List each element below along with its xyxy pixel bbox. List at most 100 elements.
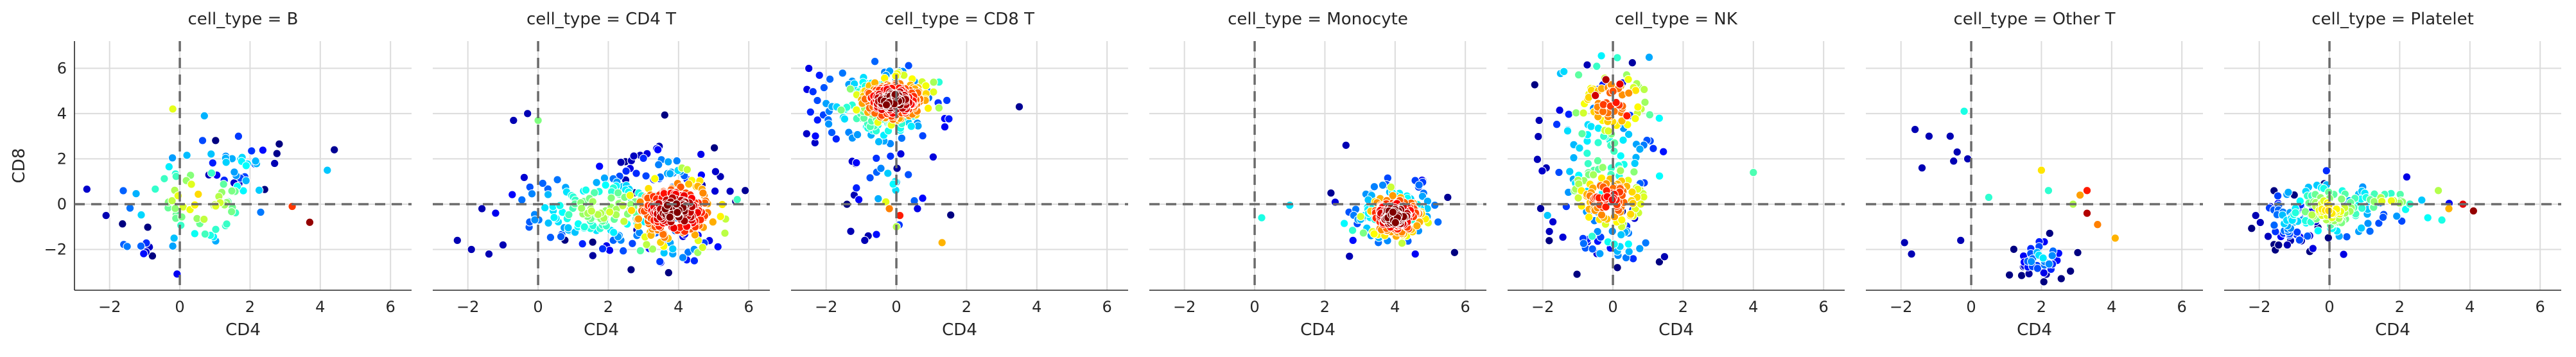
data-point bbox=[874, 137, 883, 146]
data-point bbox=[241, 161, 251, 170]
facet-panel: cell_type = CD8 T −2 0 2 4 6 CD4 bbox=[791, 10, 1128, 340]
data-point bbox=[846, 84, 855, 94]
data-point bbox=[190, 229, 200, 238]
y-tick-label: 2 bbox=[57, 150, 67, 168]
x-tick-label: 2 bbox=[245, 298, 255, 316]
data-point bbox=[550, 213, 559, 222]
data-point bbox=[1617, 116, 1626, 126]
x-tick-label: −2 bbox=[2248, 298, 2270, 316]
data-point bbox=[151, 184, 160, 194]
data-point bbox=[2274, 240, 2283, 250]
panel-title: cell_type = CD8 T bbox=[885, 10, 1034, 29]
data-point bbox=[1443, 193, 1452, 202]
x-tick-label: 4 bbox=[315, 298, 325, 316]
data-point bbox=[1601, 75, 1610, 84]
panel-title: cell_type = B bbox=[188, 10, 299, 29]
data-point bbox=[118, 219, 127, 229]
data-point bbox=[227, 186, 236, 196]
data-point bbox=[1660, 252, 1669, 261]
data-point bbox=[656, 257, 665, 266]
panel-title: cell_type = Platelet bbox=[2311, 10, 2474, 29]
data-point bbox=[852, 105, 861, 114]
data-point bbox=[883, 169, 892, 178]
data-point bbox=[928, 152, 938, 162]
data-point bbox=[913, 204, 922, 213]
data-point bbox=[2337, 195, 2346, 204]
x-axis-label: CD4 bbox=[1658, 320, 1694, 340]
data-point bbox=[200, 229, 210, 239]
panel-title: cell_type = Other T bbox=[1953, 10, 2115, 29]
data-point bbox=[1583, 148, 1592, 158]
data-point bbox=[2110, 234, 2120, 243]
data-point bbox=[1588, 170, 1598, 179]
data-point bbox=[609, 228, 618, 237]
data-point bbox=[1631, 114, 1640, 123]
data-point bbox=[2356, 223, 2366, 232]
data-point bbox=[1578, 129, 1587, 139]
data-point bbox=[874, 194, 883, 204]
data-point bbox=[2270, 220, 2279, 230]
data-point bbox=[484, 249, 494, 259]
data-point bbox=[2048, 251, 2057, 260]
data-point bbox=[1545, 227, 1554, 236]
data-point bbox=[2402, 172, 2412, 182]
data-point bbox=[2017, 271, 2026, 280]
data-point bbox=[1345, 252, 1354, 261]
data-point bbox=[921, 81, 930, 91]
data-point bbox=[2444, 204, 2453, 213]
data-point bbox=[625, 191, 635, 200]
x-tick-label: 6 bbox=[2536, 298, 2545, 316]
data-point bbox=[194, 189, 203, 199]
data-point bbox=[946, 211, 955, 220]
data-point bbox=[654, 160, 663, 170]
data-point bbox=[1630, 168, 1639, 177]
data-point bbox=[1378, 180, 1388, 190]
data-point bbox=[1953, 148, 1962, 157]
data-point bbox=[1945, 132, 1955, 141]
data-point bbox=[580, 222, 589, 232]
data-point bbox=[1571, 109, 1581, 118]
data-point bbox=[1628, 187, 1637, 196]
facet-panel: cell_type = B −2 0 2 4 6 −2 0 2 4 6 CD8 CD4 bbox=[10, 10, 412, 340]
data-point bbox=[1370, 182, 1379, 191]
data-point bbox=[929, 87, 938, 97]
data-point bbox=[2417, 195, 2426, 205]
data-point bbox=[872, 153, 881, 163]
data-point bbox=[1579, 239, 1588, 248]
data-point bbox=[1644, 53, 1654, 62]
facet-panel: cell_type = Platelet −2 0 2 4 6 CD4 bbox=[2224, 10, 2561, 340]
data-point bbox=[1633, 102, 1642, 112]
data-point bbox=[182, 151, 191, 160]
data-point bbox=[1630, 159, 1639, 168]
data-point bbox=[1628, 254, 1638, 263]
x-tick-label: 0 bbox=[891, 298, 901, 316]
data-point bbox=[1574, 70, 1583, 80]
data-point bbox=[1960, 107, 1969, 116]
data-point bbox=[923, 103, 933, 113]
data-point bbox=[329, 145, 339, 155]
data-point bbox=[1583, 60, 1592, 69]
data-point bbox=[1339, 219, 1349, 228]
data-point bbox=[256, 207, 265, 217]
data-point bbox=[1587, 232, 1597, 241]
data-point bbox=[1575, 143, 1584, 153]
data-point bbox=[577, 204, 586, 213]
x-axis-label: CD4 bbox=[225, 320, 261, 340]
data-point bbox=[1548, 217, 1558, 227]
data-point bbox=[2365, 227, 2374, 236]
x-tick-label: 2 bbox=[1320, 298, 1330, 316]
data-point bbox=[1572, 270, 1581, 279]
data-point bbox=[673, 208, 682, 217]
data-point bbox=[1554, 168, 1563, 177]
data-point bbox=[208, 159, 218, 168]
data-point bbox=[676, 182, 685, 192]
x-tick-label: 4 bbox=[1390, 298, 1400, 316]
data-point bbox=[2009, 245, 2019, 254]
x-tick-label: 0 bbox=[1249, 298, 1259, 316]
data-point bbox=[578, 239, 587, 248]
data-point bbox=[733, 195, 742, 204]
data-point bbox=[1530, 80, 1540, 89]
data-point bbox=[808, 87, 817, 96]
x-tick-label: 2 bbox=[1678, 298, 1688, 316]
